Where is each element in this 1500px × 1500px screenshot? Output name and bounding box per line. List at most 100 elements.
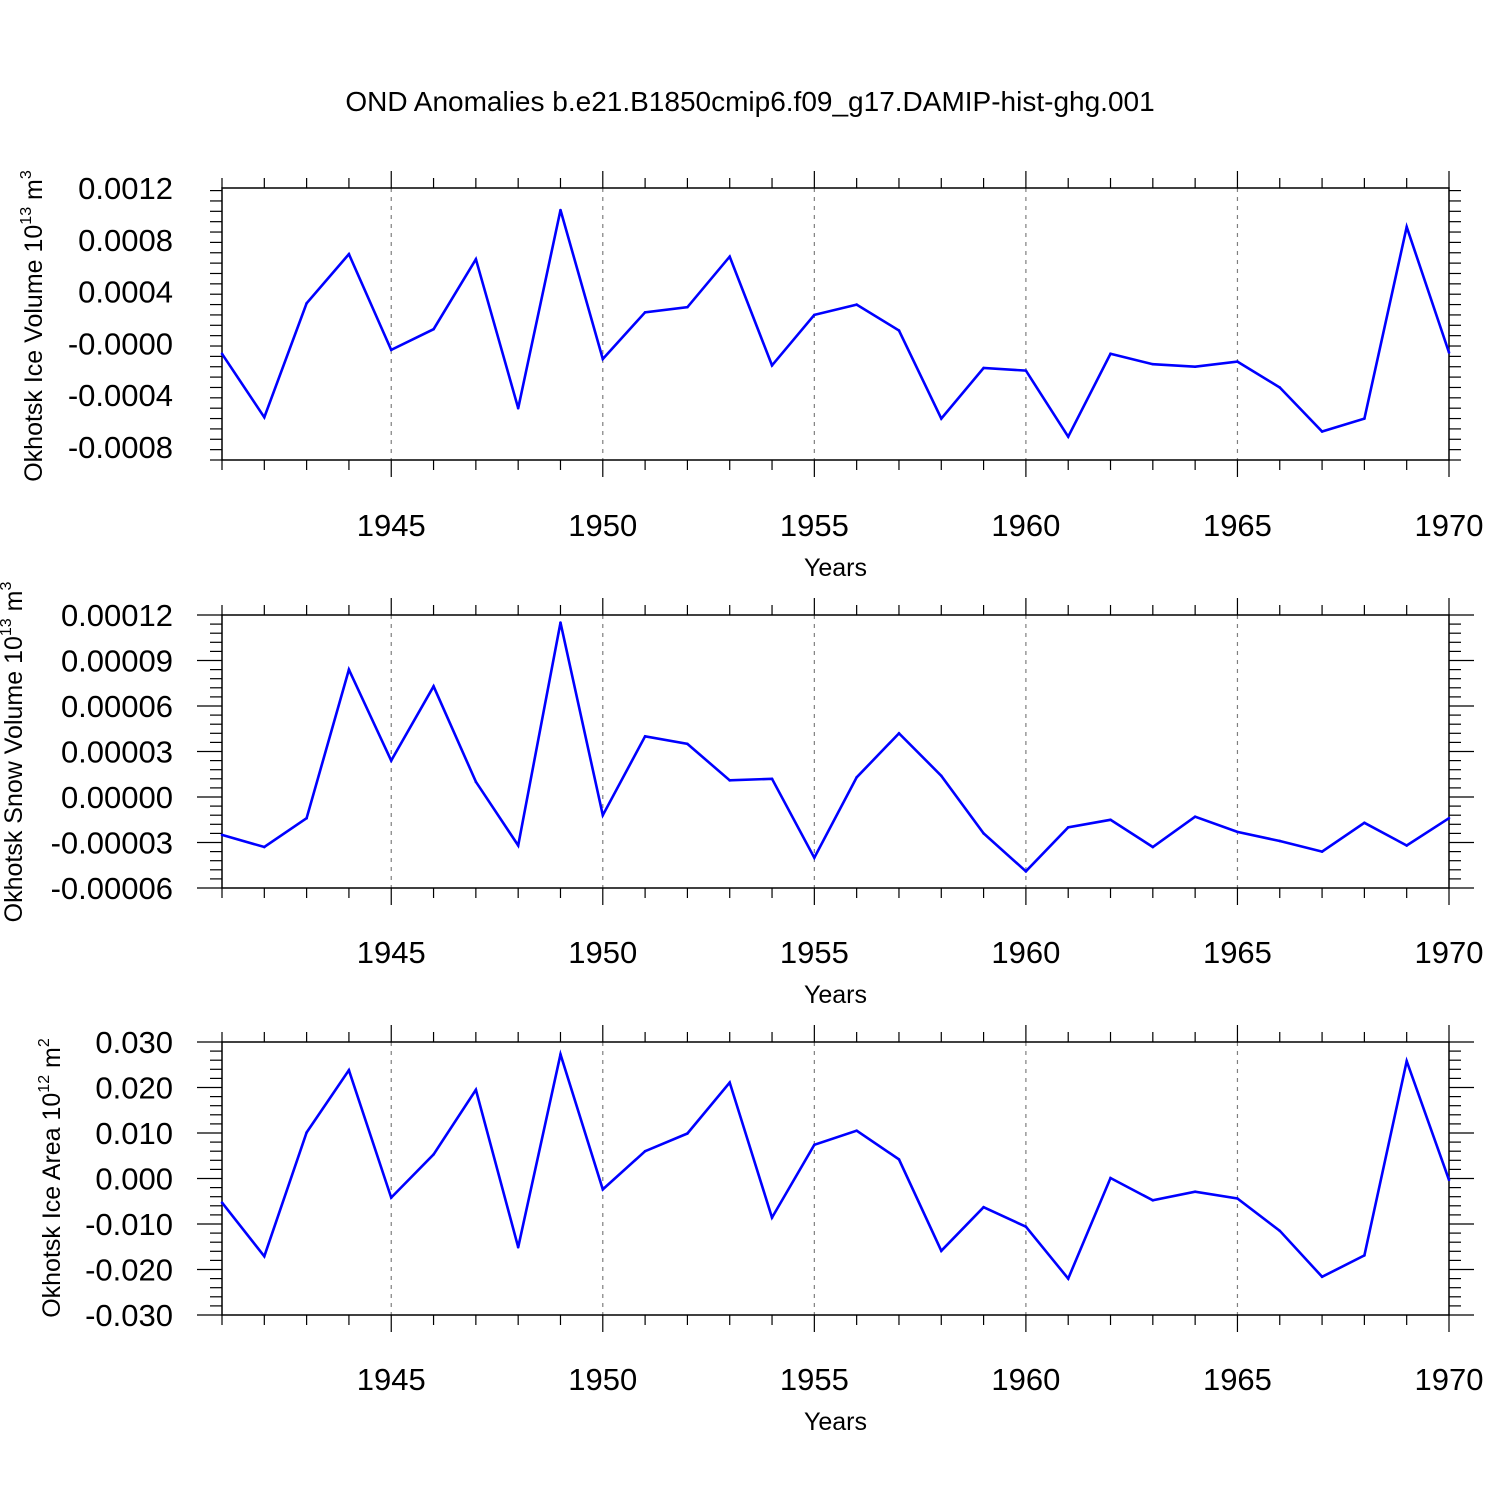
data-point — [1236, 830, 1239, 834]
y-axis-label-part: 13 — [18, 207, 35, 225]
y-axis-label: Okhotsk Snow Volume 1013 m3 — [0, 582, 28, 923]
data-point — [220, 352, 224, 356]
data-point — [432, 1153, 435, 1156]
data-point — [897, 329, 901, 332]
data-point — [559, 1052, 562, 1056]
data-point — [1151, 845, 1155, 849]
data-point — [643, 1149, 647, 1153]
data-point — [1236, 1197, 1239, 1200]
data-point — [770, 364, 774, 367]
y-tick-label: 0.00000 — [61, 780, 173, 815]
data-point — [813, 856, 816, 859]
data-point — [982, 366, 985, 370]
y-axis-label-part: m — [20, 179, 48, 207]
data-point — [1363, 1254, 1366, 1257]
data-point — [1320, 1275, 1324, 1279]
x-tick-label: 1950 — [568, 508, 637, 543]
data-point — [432, 684, 435, 688]
data-point — [1193, 365, 1197, 369]
data-point — [770, 1216, 774, 1219]
y-tick-label: -0.00006 — [51, 871, 173, 906]
data-point — [855, 775, 858, 779]
data-point — [1109, 818, 1112, 822]
chart-panel-3: 1945 1950 1955 1960 1965 1970 0.030 0.020 0.010 0… — [36, 1025, 1483, 1436]
data-point — [263, 415, 266, 419]
data-point — [1447, 1178, 1451, 1182]
data-point — [516, 406, 520, 410]
series-line — [220, 209, 1451, 440]
data-point — [1236, 360, 1239, 363]
chart-panel-1: 1945 1950 1955 1960 1965 1970 0.0012 0.0008 0.00… — [18, 170, 1483, 582]
figure-title: OND Anomalies b.e21.B1850cmip6.f09_g17.D… — [345, 86, 1155, 117]
data-point — [982, 1205, 985, 1209]
x-tick-label: 1955 — [780, 1362, 849, 1397]
x-tick-label: 1945 — [357, 508, 426, 543]
x-tick-label: 1960 — [991, 935, 1060, 970]
x-tick-label: 1965 — [1203, 508, 1272, 543]
data-point — [305, 1131, 308, 1134]
y-tick-label: 0.0008 — [78, 223, 173, 258]
data-point — [770, 777, 774, 781]
data-point — [1320, 850, 1324, 853]
y-tick-label: 0.0004 — [78, 275, 173, 310]
data-point — [1024, 870, 1028, 873]
y-tick-label: 0.0012 — [78, 171, 173, 206]
y-axis-label-part: 13 — [0, 618, 15, 636]
x-tick-label: 1945 — [357, 1362, 426, 1397]
y-tick-label: -0.010 — [85, 1207, 173, 1242]
data-point — [813, 1143, 816, 1147]
data-point — [1363, 417, 1366, 420]
y-tick-label: -0.020 — [85, 1253, 173, 1288]
data-point — [389, 1196, 393, 1199]
data-point — [1447, 816, 1451, 820]
y-tick-label: 0.030 — [95, 1025, 173, 1060]
data-point — [1024, 1225, 1028, 1229]
y-axis-label-part: Okhotsk Snow Volume 10 — [0, 636, 28, 922]
data-point — [516, 844, 520, 847]
data-point — [474, 257, 478, 261]
data-point — [559, 208, 562, 212]
data-point — [1193, 1190, 1197, 1193]
y-axis-label: Okhotsk Ice Volume 1013 m3 — [18, 170, 48, 482]
y-axis-label: Okhotsk Ice Area 1012 m2 — [36, 1038, 66, 1318]
data-point — [347, 1068, 351, 1072]
data-point — [1405, 225, 1408, 229]
data-point — [855, 303, 858, 306]
data-point — [1109, 1176, 1112, 1180]
data-point — [982, 832, 985, 835]
data-point — [855, 1129, 858, 1133]
y-tick-label: 0.010 — [95, 1116, 173, 1151]
y-axis-label-part: 12 — [36, 1075, 53, 1093]
data-point — [516, 1245, 520, 1249]
data-point — [643, 311, 647, 314]
x-tick-label: 1970 — [1415, 935, 1484, 970]
y-tick-label: 0.000 — [95, 1162, 173, 1197]
series-line — [220, 1049, 1451, 1282]
data-point — [601, 1188, 605, 1191]
x-tick-label: 1945 — [357, 935, 426, 970]
y-tick-label: -0.0000 — [68, 326, 173, 361]
series-line — [221, 622, 1450, 874]
data-point — [474, 1088, 478, 1092]
y-axis-label-part: 2 — [36, 1038, 53, 1047]
plot-frame — [221, 614, 1450, 889]
y-tick-label: -0.030 — [85, 1298, 173, 1333]
data-point — [1109, 352, 1112, 356]
plot-frame — [221, 1041, 1450, 1316]
data-point — [474, 780, 478, 784]
x-tick-label: 1960 — [991, 508, 1060, 543]
data-point — [389, 348, 393, 352]
x-tick-label: 1960 — [991, 1362, 1060, 1397]
data-point — [1447, 351, 1451, 354]
y-axis-label-part: 3 — [18, 170, 35, 179]
plot-frame — [221, 187, 1450, 461]
x-tick-label: 1955 — [780, 935, 849, 970]
data-point — [1066, 826, 1070, 829]
y-axis-label-part: Okhotsk Ice Volume 10 — [20, 225, 48, 482]
data-point — [601, 813, 605, 817]
data-point — [1363, 821, 1366, 825]
data-point — [1151, 362, 1155, 366]
data-point — [220, 1201, 224, 1204]
data-point — [1320, 430, 1324, 433]
